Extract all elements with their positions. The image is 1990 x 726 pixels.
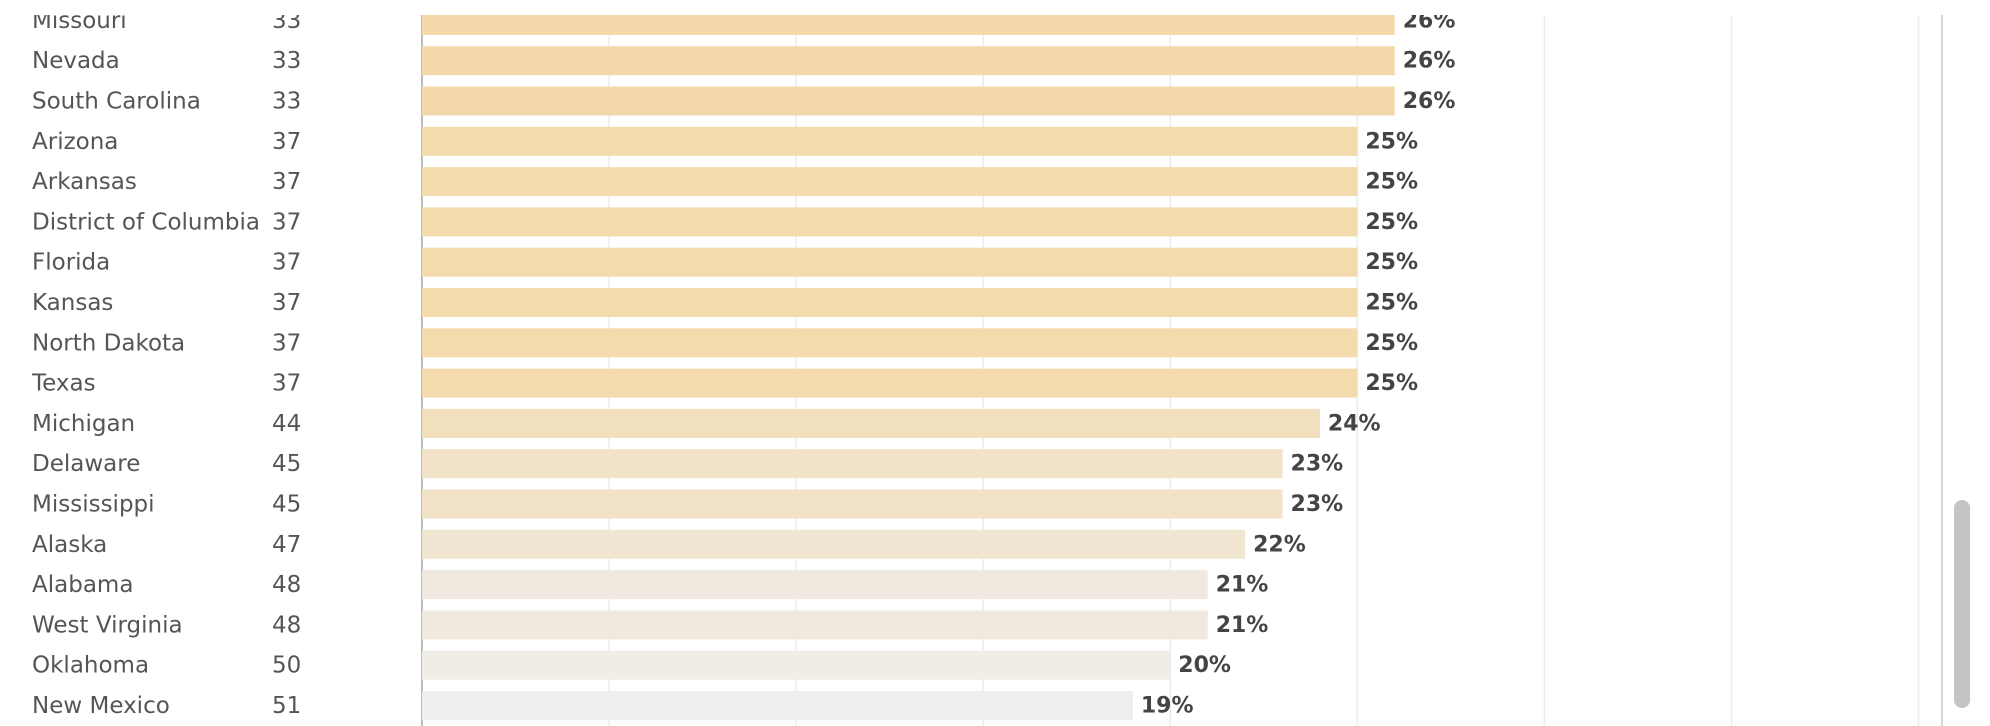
value-label: 25% (1365, 371, 1418, 396)
state-label: Alaska (32, 532, 107, 558)
rank-label: 37 (272, 290, 301, 316)
rank-label: 33 (272, 48, 301, 74)
rank-label: 51 (272, 693, 301, 719)
value-label: 26% (1403, 8, 1456, 33)
state-label: District of Columbia (32, 209, 260, 235)
rank-label: 33 (272, 89, 301, 115)
bar (422, 46, 1395, 76)
rank-label: 37 (272, 250, 301, 276)
state-label: New Mexico (32, 693, 170, 719)
rank-label: 37 (272, 209, 301, 235)
value-label: 24% (1328, 411, 1381, 436)
state-label: Texas (31, 371, 96, 397)
state-label: Arizona (32, 129, 118, 155)
bar (422, 691, 1133, 720)
value-label: 25% (1365, 291, 1418, 316)
state-label: Mississippi (32, 492, 155, 518)
state-label: Michigan (32, 411, 135, 437)
value-label: 26% (1403, 89, 1456, 114)
bar (422, 489, 1283, 519)
scrollbar-thumb[interactable] (1954, 500, 1970, 708)
rank-label: 37 (272, 129, 301, 155)
state-label: Kansas (32, 290, 113, 316)
bar (422, 368, 1358, 398)
rank-label: 47 (272, 532, 301, 558)
bar (422, 167, 1358, 197)
bar (422, 207, 1358, 237)
value-label: 25% (1365, 129, 1418, 154)
state-label: Florida (32, 250, 110, 276)
bar (422, 328, 1358, 358)
value-label: 21% (1216, 613, 1269, 638)
value-label: 25% (1365, 170, 1418, 195)
value-label: 25% (1365, 331, 1418, 356)
bar (422, 610, 1208, 640)
state-label: South Carolina (32, 89, 201, 115)
value-label: 25% (1365, 250, 1418, 275)
state-label: Delaware (32, 451, 140, 477)
state-label: Missouri (32, 8, 127, 34)
bar (422, 650, 1171, 680)
rank-label: 45 (272, 451, 301, 477)
state-label: Oklahoma (32, 653, 149, 679)
state-label: Alabama (32, 572, 133, 598)
state-label: North Dakota (32, 330, 185, 356)
bar (422, 247, 1358, 277)
rank-label: 37 (272, 330, 301, 356)
state-label: Arkansas (32, 169, 137, 195)
rank-label: 44 (272, 411, 301, 437)
value-label: 20% (1178, 653, 1231, 678)
rank-label: 37 (272, 371, 301, 397)
rank-label: 33 (272, 8, 301, 34)
rank-label: 48 (272, 612, 301, 638)
bar (422, 408, 1320, 438)
value-label: 23% (1291, 452, 1344, 477)
bar (422, 15, 1395, 35)
value-label: 19% (1141, 694, 1194, 719)
state-label: Nevada (32, 48, 120, 74)
state-label: West Virginia (32, 612, 183, 638)
rows: Missouri 33 26% Nevada 33 26% South Carolina 33… (31, 8, 1456, 720)
bar (422, 126, 1358, 156)
value-label: 21% (1216, 573, 1269, 598)
value-label: 23% (1291, 492, 1344, 517)
bar (422, 449, 1283, 479)
value-label: 26% (1403, 49, 1456, 74)
rank-label: 50 (272, 653, 301, 679)
bar (422, 570, 1208, 600)
bar (422, 86, 1395, 116)
rank-label: 45 (272, 492, 301, 518)
rank-label: 48 (272, 572, 301, 598)
value-label: 22% (1253, 532, 1306, 557)
bar (422, 529, 1246, 559)
value-label: 25% (1365, 210, 1418, 235)
rank-label: 37 (272, 169, 301, 195)
bar (422, 288, 1358, 317)
